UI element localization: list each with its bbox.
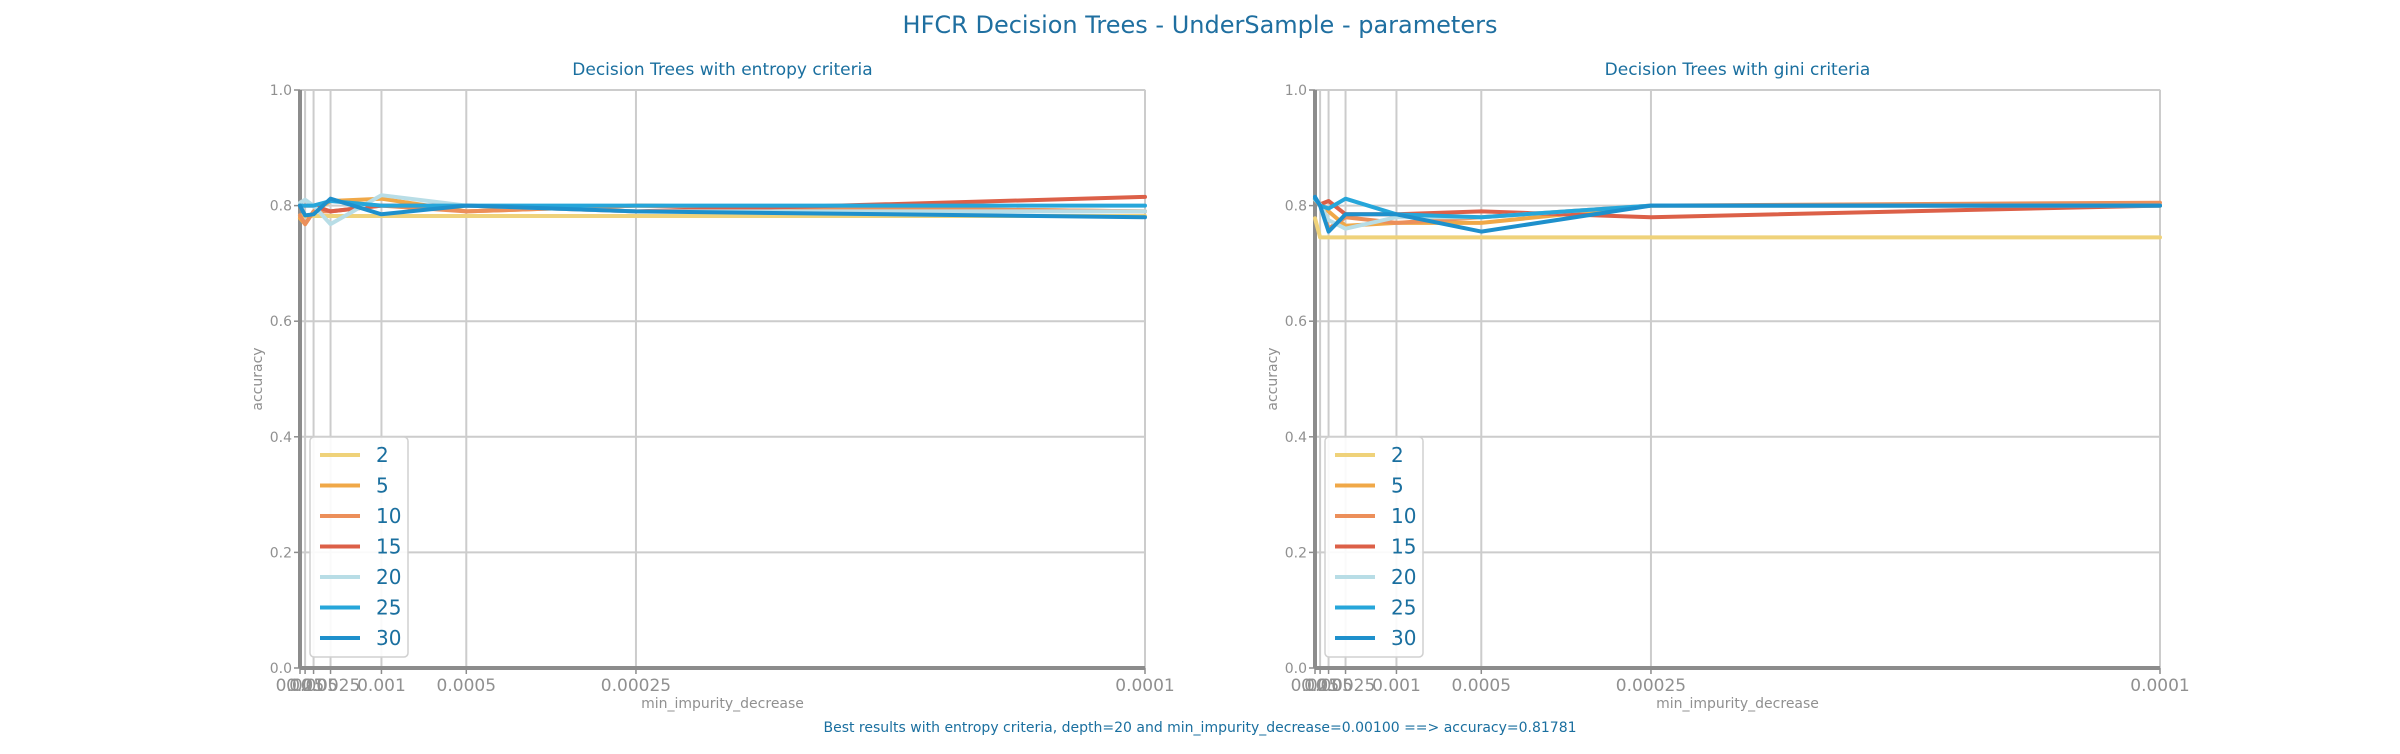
- legend-label: 5: [1391, 474, 1404, 498]
- y-tick-label: 0.8: [1285, 199, 1307, 215]
- chart-title: Decision Trees with gini criteria: [1605, 60, 1871, 80]
- legend-label: 2: [1391, 443, 1404, 467]
- legend-label: 15: [1391, 535, 1416, 559]
- series-group: [298, 193, 1147, 227]
- series-line-depth-25: [298, 199, 1147, 208]
- x-axis-label: min_impurity_decrease: [641, 696, 804, 712]
- series-group: [1313, 194, 2162, 240]
- legend-label: 2: [376, 443, 389, 467]
- y-axis-label: accuracy: [250, 347, 266, 410]
- y-tick-label: 0.0: [270, 661, 292, 677]
- entropy-chart-panel: 0.00.20.40.60.81.00.0250.010.0050.00250.…: [250, 60, 1175, 712]
- legend-label: 25: [376, 596, 401, 620]
- figure-title: HFCR Decision Trees - UnderSample - para…: [903, 11, 1498, 39]
- x-tick-label: 0.0005: [1452, 676, 1511, 696]
- plot-area: [1314, 89, 2161, 669]
- y-tick-label: 1.0: [1285, 83, 1307, 99]
- legend-label: 30: [1391, 626, 1416, 650]
- legend-label: 25: [1391, 596, 1416, 620]
- y-tick-label: 0.6: [1285, 314, 1307, 330]
- y-tick-label: 0.2: [1285, 545, 1307, 561]
- plot-area: [299, 89, 1146, 669]
- x-tick-label: 0.005: [289, 676, 338, 696]
- y-tick-label: 0.8: [270, 199, 292, 215]
- x-tick-label: 0.001: [357, 676, 406, 696]
- series-line-depth-30: [1313, 194, 2162, 234]
- y-tick-label: 0.6: [270, 314, 292, 330]
- legend-label: 10: [376, 504, 401, 528]
- legend-label: 20: [376, 565, 401, 589]
- legend-label: 30: [376, 626, 401, 650]
- series-line-depth-2: [1313, 216, 2162, 240]
- y-tick-label: 0.4: [1285, 430, 1307, 446]
- x-axis-label: min_impurity_decrease: [1656, 696, 1819, 712]
- legend-label: 10: [1391, 504, 1416, 528]
- x-tick-label: 0.01: [1301, 676, 1339, 696]
- x-tick-label: 0.025: [1291, 676, 1340, 696]
- series-line-depth-30: [298, 196, 1147, 220]
- x-tick-label: 0.0025: [301, 676, 360, 696]
- x-tick-label: 0.01: [286, 676, 324, 696]
- x-tick-label: 0.0025: [1316, 676, 1375, 696]
- chart-title: Decision Trees with entropy criteria: [572, 60, 872, 80]
- x-tick-label: 0.001: [1372, 676, 1421, 696]
- y-tick-label: 0.2: [270, 545, 292, 561]
- x-tick-label: 0.025: [276, 676, 325, 696]
- x-tick-label: 0.005: [1304, 676, 1353, 696]
- x-tick-label: 0.00025: [1616, 676, 1686, 696]
- x-tick-label: 0.00025: [601, 676, 671, 696]
- gini-chart-panel: 0.00.20.40.60.81.00.0250.010.0050.00250.…: [1265, 60, 2190, 712]
- x-tick-label: 0.0001: [2130, 676, 2189, 696]
- legend-label: 5: [376, 474, 389, 498]
- best-results-footer: Best results with entropy criteria, dept…: [823, 720, 1576, 736]
- y-tick-label: 0.4: [270, 430, 292, 446]
- y-tick-label: 1.0: [270, 83, 292, 99]
- y-tick-label: 0.0: [1285, 661, 1307, 677]
- legend-label: 15: [376, 535, 401, 559]
- x-tick-label: 0.0005: [437, 676, 496, 696]
- legend-label: 20: [1391, 565, 1416, 589]
- y-axis-label: accuracy: [1265, 347, 1281, 410]
- x-tick-label: 0.0001: [1115, 676, 1174, 696]
